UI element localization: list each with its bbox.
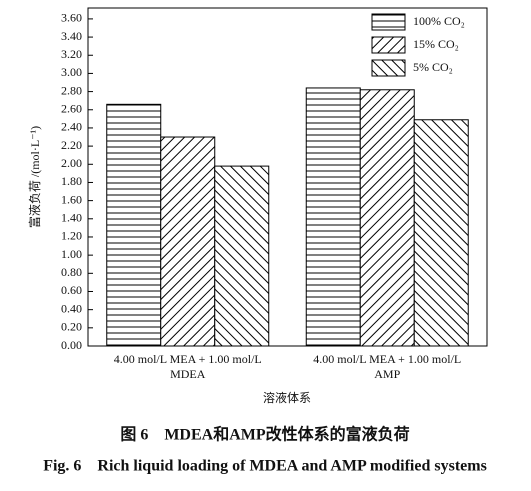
legend-swatch — [371, 36, 406, 54]
y-tick-label: 3.20 — [61, 47, 82, 61]
legend-swatch — [371, 13, 406, 31]
y-tick-label: 2.60 — [61, 102, 82, 116]
legend-label: 5% CO₂ — [413, 60, 453, 74]
y-tick-label: 1.00 — [61, 247, 82, 261]
bar — [359, 89, 415, 347]
y-tick-label: 0.80 — [61, 265, 82, 279]
y-tick-label: 3.60 — [61, 11, 82, 25]
y-tick-label: 3.00 — [61, 65, 82, 79]
x-tick-label: MDEA — [170, 367, 206, 381]
legend-label: 15% CO₂ — [413, 37, 459, 51]
x-axis-label: 溶液体系 — [263, 390, 311, 405]
x-tick-label: 4.00 mol/L MEA + 1.00 mol/L — [313, 352, 461, 366]
plot-frame — [87, 7, 488, 347]
y-tick-label: 0.00 — [61, 338, 82, 352]
y-tick-label: 2.00 — [61, 156, 82, 170]
bar — [160, 136, 216, 347]
y-tick-label: 2.40 — [61, 120, 82, 134]
legend-swatch — [371, 59, 406, 77]
x-tick-label: 4.00 mol/L MEA + 1.00 mol/L — [114, 352, 262, 366]
bar — [106, 103, 162, 347]
y-tick-label: 1.20 — [61, 229, 82, 243]
y-axis-label: 富液负荷 /(mol·L⁻¹) — [27, 126, 42, 228]
y-tick-label: 0.40 — [61, 301, 82, 315]
bar — [413, 119, 469, 347]
caption-en: Fig. 6 Rich liquid loading of MDEA and A… — [43, 458, 487, 475]
y-tick-label: 1.60 — [61, 192, 82, 206]
y-tick-label: 1.80 — [61, 174, 82, 188]
y-tick-label: 0.20 — [61, 320, 82, 334]
bar — [214, 165, 270, 347]
caption-cn: 图 6 MDEA和AMP改性体系的富液负荷 — [120, 425, 409, 444]
y-tick-label: 2.20 — [61, 138, 82, 152]
legend-label: 100% CO₂ — [413, 14, 465, 28]
x-tick-label: AMP — [374, 367, 400, 381]
y-tick-label: 3.40 — [61, 29, 82, 43]
y-tick-label: 2.80 — [61, 83, 82, 97]
bar — [305, 87, 361, 347]
y-tick-label: 0.60 — [61, 283, 82, 297]
y-tick-label: 1.40 — [61, 211, 82, 225]
